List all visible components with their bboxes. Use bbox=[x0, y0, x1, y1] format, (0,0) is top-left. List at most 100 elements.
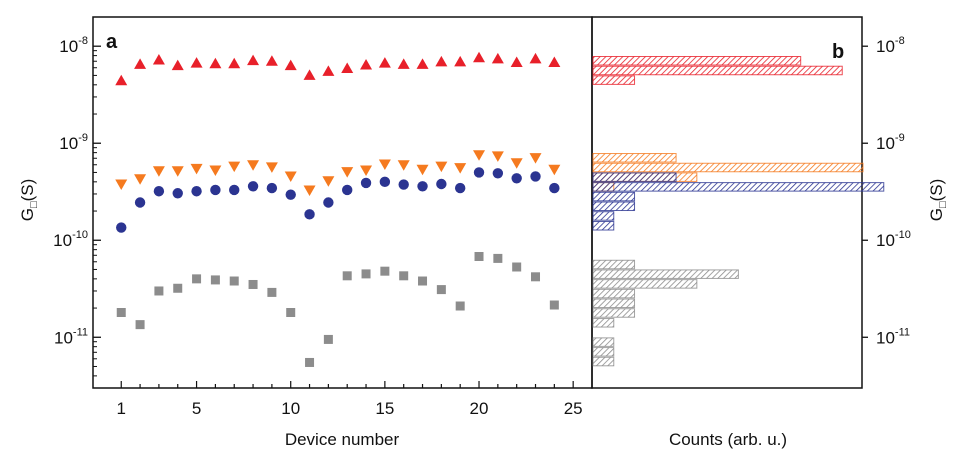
y-tick-label: 10-11 bbox=[876, 326, 910, 347]
data-point-triangle-up bbox=[171, 59, 184, 71]
histogram-bar bbox=[592, 269, 739, 279]
data-point-square bbox=[323, 334, 333, 344]
y-tick-label: 10-9 bbox=[876, 132, 905, 153]
y-axis-title-main: G bbox=[18, 208, 37, 221]
data-point-square bbox=[229, 276, 239, 286]
data-point-square bbox=[531, 272, 541, 282]
panel-a-x-axis: 1 5 10 15 20 25 bbox=[117, 381, 583, 418]
data-point-triangle-down bbox=[529, 153, 542, 164]
data-point-square bbox=[455, 301, 465, 311]
data-point-square bbox=[173, 283, 183, 293]
data-point-triangle-down bbox=[378, 159, 391, 171]
data-point-circle bbox=[247, 181, 259, 192]
data-point-triangle-up bbox=[548, 56, 561, 67]
x-tick-label: 5 bbox=[192, 399, 201, 418]
panel-a-y-axis-title: G□(S) bbox=[18, 179, 40, 222]
y-axis-title-unit: (S) bbox=[18, 179, 37, 202]
y-tick-label-base: 10 bbox=[53, 231, 72, 250]
y-tick-label-base: 10 bbox=[876, 134, 895, 153]
histogram-bar bbox=[592, 259, 636, 270]
histogram-bar bbox=[592, 182, 885, 192]
data-point-circle bbox=[436, 178, 447, 190]
panel-b-x-axis-title: Counts (arb. u.) bbox=[669, 430, 787, 449]
data-point-triangle-down bbox=[303, 185, 316, 196]
data-point-square bbox=[116, 308, 126, 318]
panel-b-frame bbox=[591, 16, 863, 389]
data-point-circle bbox=[116, 222, 127, 233]
histogram-bar bbox=[592, 337, 615, 347]
data-point-triangle-up bbox=[416, 58, 429, 69]
data-point-triangle-down bbox=[265, 162, 278, 173]
panel-a-x-axis-title: Device number bbox=[285, 430, 400, 449]
data-point-triangle-down bbox=[435, 161, 448, 173]
data-point-square bbox=[248, 279, 258, 289]
data-point-square bbox=[305, 357, 315, 367]
data-point-triangle-up bbox=[454, 55, 467, 67]
data-point-circle bbox=[454, 182, 466, 194]
histogram-bar bbox=[592, 56, 802, 66]
data-point-circle bbox=[492, 168, 504, 179]
y-tick-label-exponent: -10 bbox=[895, 229, 911, 241]
data-point-triangle-down bbox=[134, 174, 147, 185]
y-axis-title-sub: □ bbox=[937, 201, 949, 208]
data-point-triangle-down bbox=[548, 164, 561, 176]
y-tick-label-exponent: -11 bbox=[73, 326, 88, 338]
data-point-triangle-up bbox=[190, 57, 203, 68]
data-point-circle bbox=[549, 182, 560, 194]
data-point-triangle-up bbox=[397, 58, 410, 69]
data-point-circle bbox=[191, 186, 202, 197]
y-tick-label-base: 10 bbox=[876, 231, 895, 250]
data-point-square bbox=[342, 271, 352, 281]
histogram-bar bbox=[592, 65, 843, 76]
data-point-triangle-down bbox=[171, 166, 184, 177]
data-point-square bbox=[135, 320, 145, 330]
data-point-triangle-up bbox=[115, 74, 128, 86]
data-point-triangle-up bbox=[529, 52, 542, 64]
data-point-square bbox=[210, 275, 220, 285]
histogram-bar bbox=[592, 153, 677, 163]
x-tick-label: 15 bbox=[375, 399, 394, 418]
data-point-triangle-up bbox=[510, 56, 523, 67]
data-point-triangle-up bbox=[378, 57, 391, 68]
data-point-circle bbox=[229, 184, 240, 196]
data-point-triangle-down bbox=[152, 166, 165, 177]
data-point-circle bbox=[134, 197, 146, 208]
data-point-triangle-up bbox=[247, 54, 260, 66]
data-point-triangle-down bbox=[360, 165, 373, 176]
data-point-circle bbox=[342, 184, 353, 196]
data-point-triangle-down bbox=[454, 163, 467, 174]
histogram-bar bbox=[592, 356, 615, 367]
data-point-triangle-up bbox=[341, 62, 354, 73]
y-tick-label-base: 10 bbox=[59, 37, 78, 56]
data-point-triangle-up bbox=[491, 52, 504, 64]
data-point-triangle-up bbox=[284, 59, 297, 71]
data-point-triangle-up bbox=[134, 58, 147, 69]
y-tick-label-base: 10 bbox=[59, 134, 78, 153]
data-point-triangle-down bbox=[247, 160, 260, 171]
x-tick-label: 10 bbox=[281, 399, 300, 418]
y-tick-label: 10-9 bbox=[59, 132, 88, 153]
data-point-triangle-down bbox=[228, 161, 241, 173]
data-point-circle bbox=[172, 188, 183, 199]
y-tick-label: 10-8 bbox=[59, 35, 88, 56]
y-tick-label-exponent: -9 bbox=[895, 132, 905, 144]
y-axis-title-unit: (S) bbox=[927, 179, 946, 202]
data-point-triangle-up bbox=[360, 59, 373, 70]
data-point-square bbox=[418, 276, 428, 286]
data-point-circle bbox=[210, 184, 221, 196]
data-point-triangle-up bbox=[265, 55, 278, 66]
histogram-bar bbox=[592, 288, 636, 299]
data-point-square bbox=[399, 271, 409, 281]
data-point-square bbox=[436, 285, 446, 295]
data-point-circle bbox=[398, 179, 409, 190]
panel-a-scatter-points bbox=[115, 51, 561, 367]
data-point-triangle-down bbox=[341, 167, 354, 178]
data-point-triangle-down bbox=[397, 160, 410, 171]
histogram-bar bbox=[592, 318, 615, 328]
data-point-square bbox=[474, 251, 484, 261]
data-point-circle bbox=[379, 176, 391, 188]
y-tick-label: 10-10 bbox=[53, 229, 88, 250]
y-tick-label: 10-8 bbox=[876, 35, 905, 56]
